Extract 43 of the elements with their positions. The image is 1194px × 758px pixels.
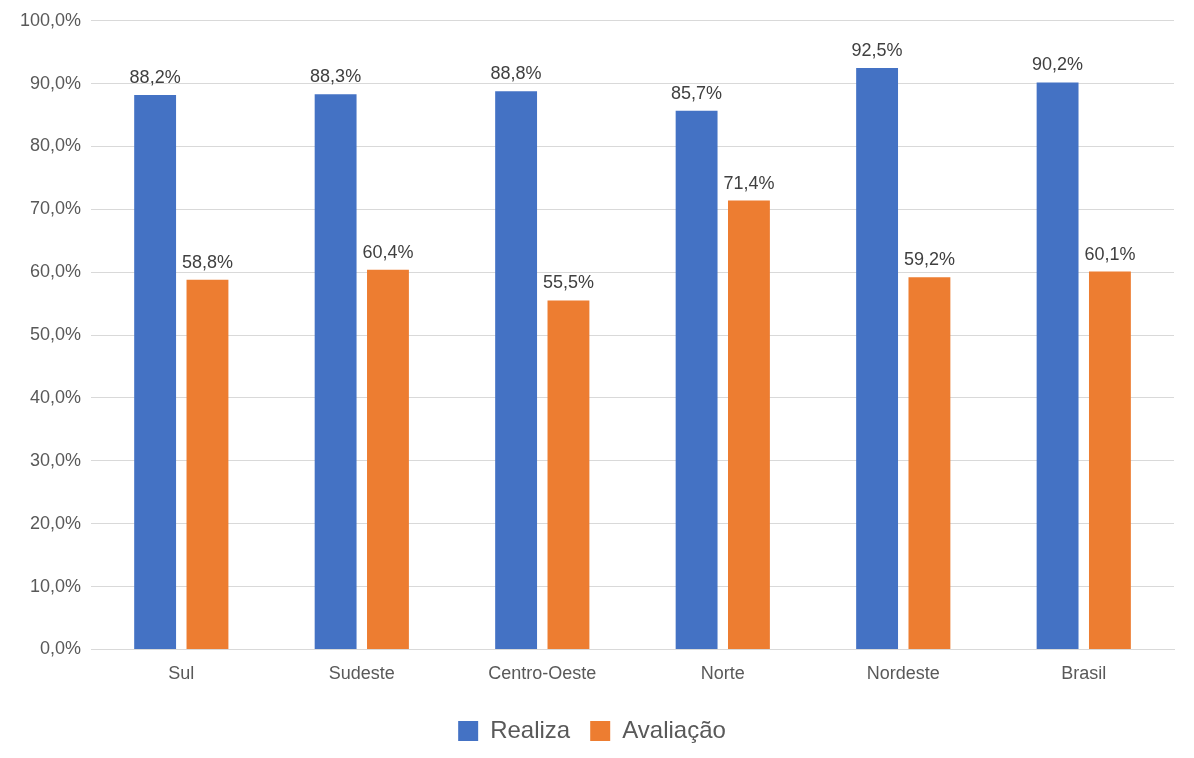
data-label: 60,1%	[1084, 243, 1136, 264]
bar	[495, 91, 538, 649]
bar	[134, 94, 177, 649]
legend-label: Avaliação	[622, 715, 726, 743]
bar	[314, 94, 357, 649]
data-label: 88,2%	[129, 66, 181, 87]
y-tick-label: 100,0%	[19, 9, 82, 30]
x-tick-label: Brasil	[1061, 663, 1107, 684]
y-tick-label: 50,0%	[30, 324, 82, 345]
data-label: 59,2%	[903, 249, 955, 270]
y-tick-label: 40,0%	[30, 386, 82, 407]
data-label: 58,8%	[181, 251, 233, 272]
data-label: 85,7%	[671, 82, 723, 103]
data-label: 60,4%	[362, 241, 414, 262]
legend-label: Realiza	[490, 715, 571, 743]
x-tick-label: Sudeste	[328, 663, 395, 684]
data-label: 55,5%	[542, 272, 594, 293]
y-tick-label: 30,0%	[30, 449, 82, 470]
y-tick-label: 70,0%	[30, 198, 82, 219]
data-label: 92,5%	[851, 39, 903, 60]
x-tick-label: Nordeste	[866, 663, 940, 684]
y-tick-label: 10,0%	[30, 575, 82, 596]
bar	[856, 67, 899, 649]
bar	[675, 110, 718, 649]
y-tick-label: 60,0%	[30, 261, 82, 282]
y-tick-label: 20,0%	[30, 512, 82, 533]
x-tick-label: Norte	[700, 663, 745, 684]
bar	[1036, 82, 1079, 649]
data-label: 88,8%	[490, 63, 542, 84]
x-tick-label: Sul	[168, 663, 195, 684]
bar	[908, 277, 951, 649]
y-tick-label: 80,0%	[30, 135, 82, 156]
bar	[186, 279, 229, 649]
data-label: 88,3%	[310, 66, 362, 87]
x-tick-label: Centro-Oeste	[488, 663, 597, 684]
y-tick-label: 0,0%	[40, 638, 82, 659]
bar	[1088, 271, 1131, 649]
y-tick-label: 90,0%	[30, 72, 82, 93]
data-label: 90,2%	[1032, 54, 1084, 75]
data-label: 71,4%	[723, 172, 775, 193]
bar	[728, 200, 770, 649]
bar	[367, 269, 409, 649]
bar	[547, 300, 590, 649]
